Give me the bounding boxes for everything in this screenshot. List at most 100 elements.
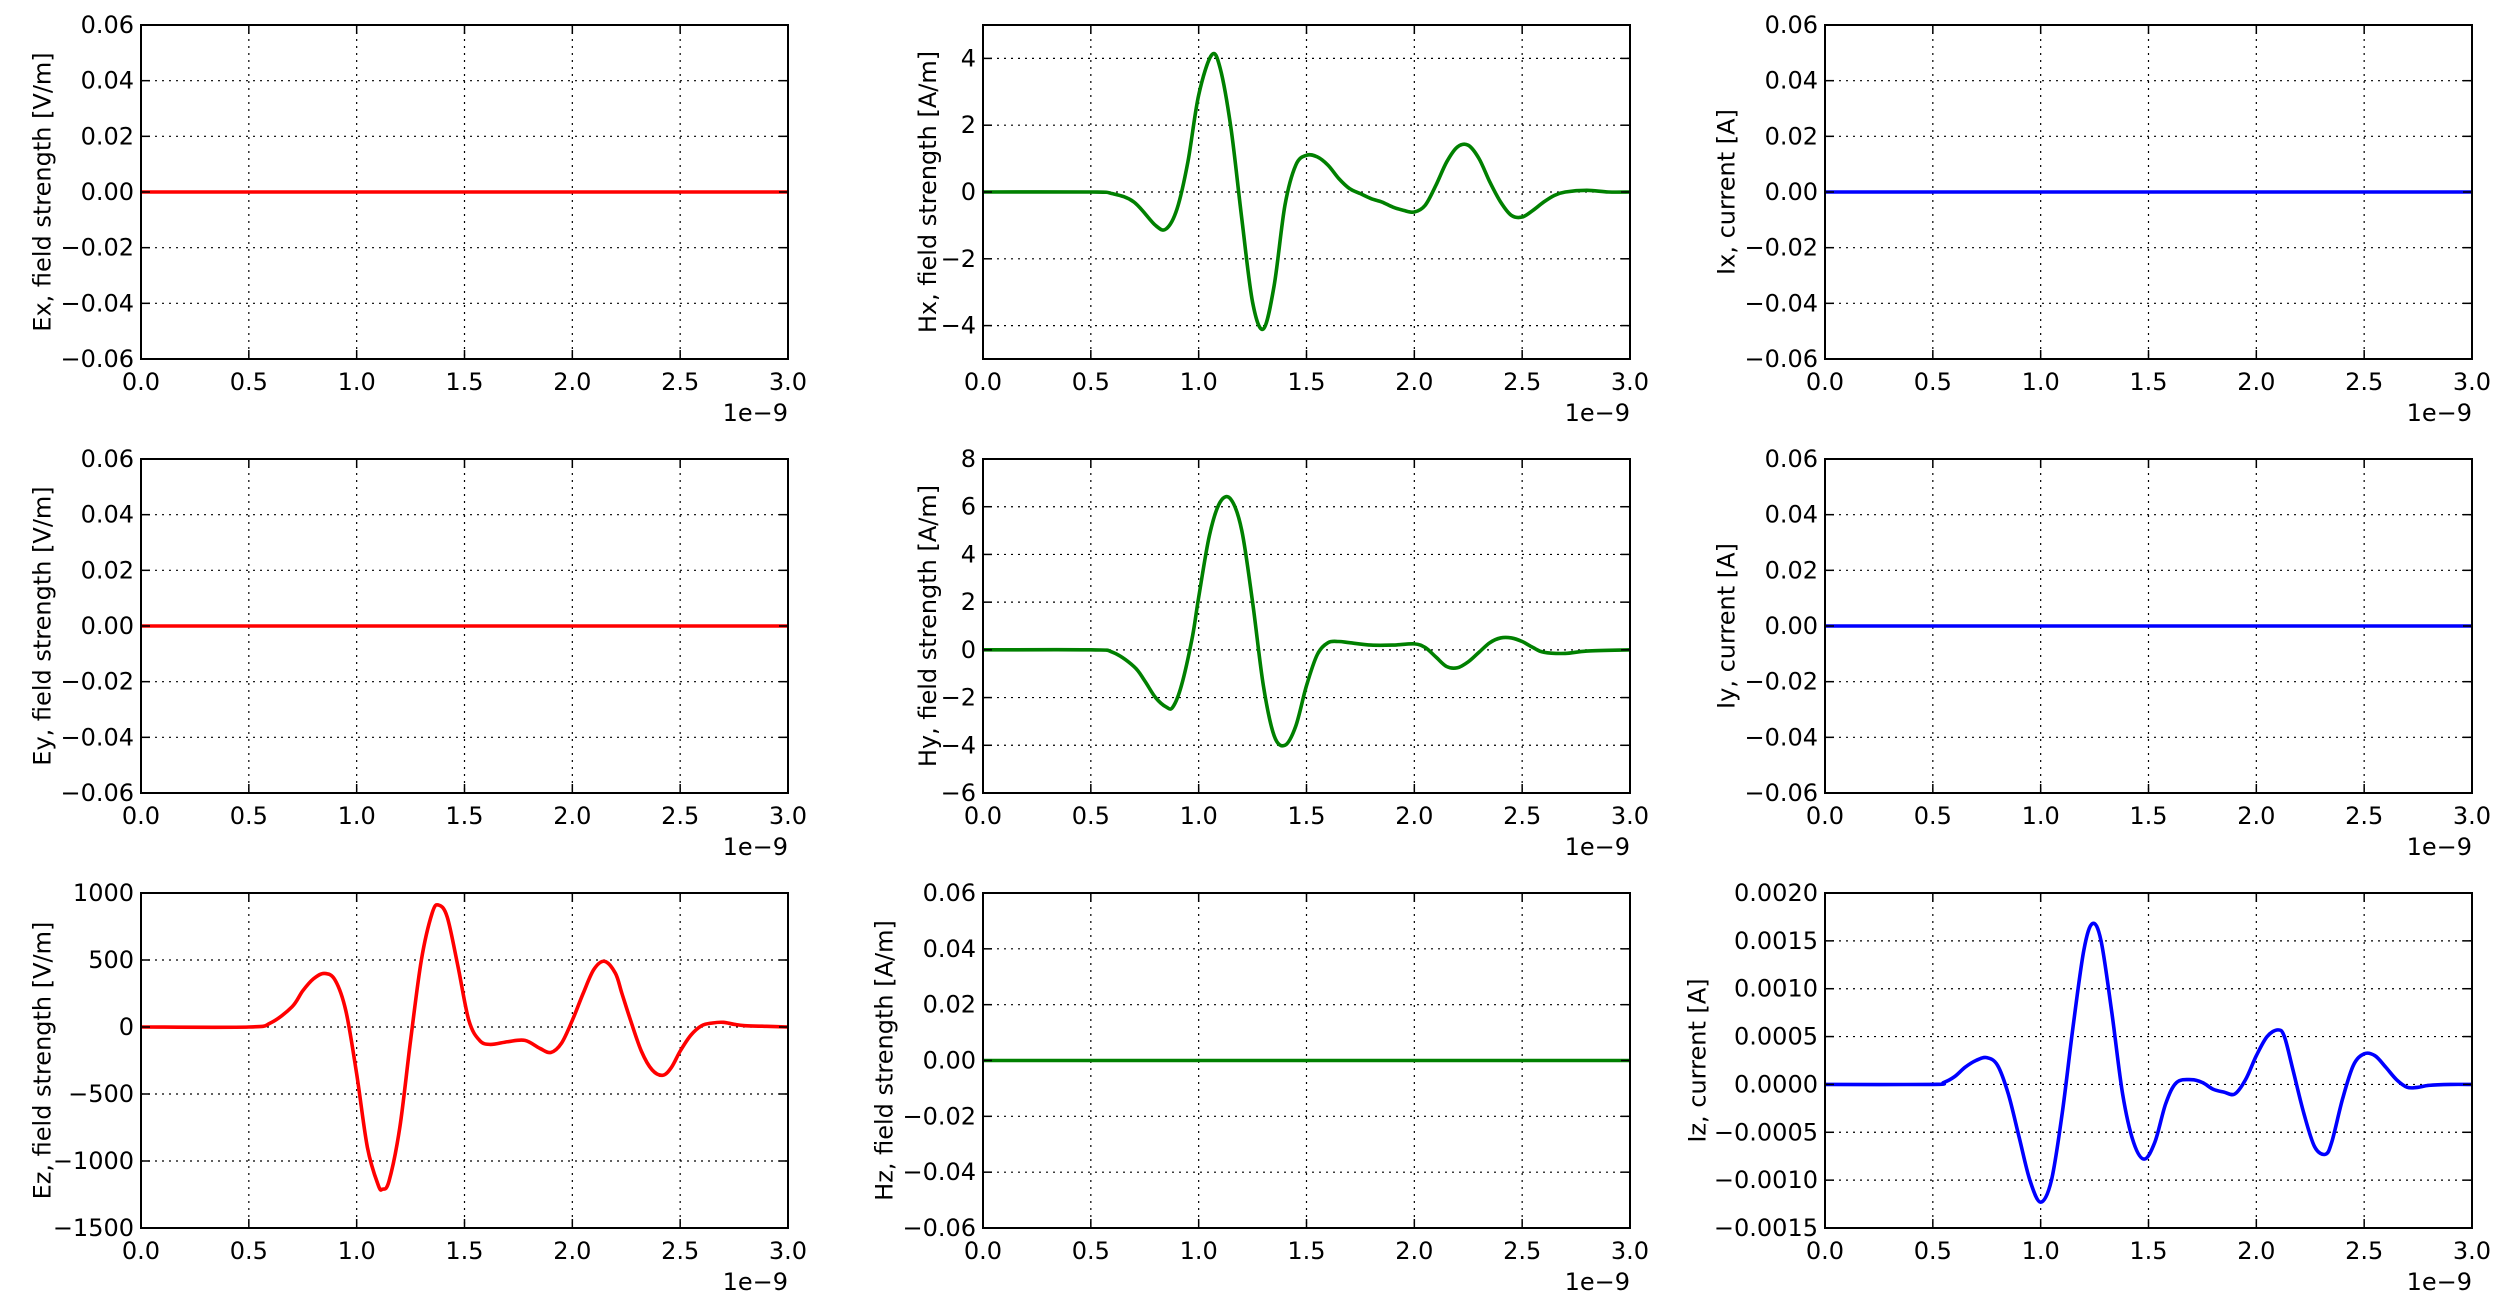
x-offset-label: 1e−9 (723, 833, 788, 861)
y-tick-label: −0.04 (60, 289, 134, 317)
y-tick-label: 0.00 (1765, 178, 1818, 206)
subplot-ez: 0.0 0.5 1.0 1.5 2.0 2.5 3.0 −1500 −1000 −500 0 500 1… (29, 879, 808, 1296)
x-tick-label: 2.0 (553, 368, 591, 396)
y-tick-label: −6 (941, 779, 976, 807)
y-tick-label: −0.04 (1744, 289, 1818, 317)
y-tick-label: 0.02 (1765, 122, 1818, 150)
y-tick-label: −0.02 (60, 234, 134, 262)
y-tick-label: −0.0015 (1714, 1214, 1818, 1242)
subplot-hy: 0.0 0.5 1.0 1.5 2.0 2.5 3.0 −6 −4 −2 0 2 4 6 8 1e−9 Hy, … (914, 445, 1649, 861)
y-tick-label: 8 (961, 445, 976, 473)
x-tick-label: 1.5 (445, 802, 483, 830)
x-tick-label: 0.0 (122, 368, 160, 396)
y-tick-label: −4 (941, 731, 976, 759)
x-tick-label: 3.0 (769, 368, 807, 396)
y-axis-label: Ix, current [A] (1713, 109, 1741, 275)
y-tick-label: −0.0010 (1714, 1166, 1818, 1194)
y-tick-label: −0.06 (902, 1214, 976, 1242)
x-offset-label: 1e−9 (1565, 833, 1630, 861)
x-tick-label: 0.0 (1806, 368, 1844, 396)
y-axis-label: Hz, field strength [A/m] (871, 920, 899, 1201)
x-tick-label: 2.5 (661, 368, 699, 396)
x-tick-label: 0.5 (230, 1237, 268, 1265)
x-tick-label: 3.0 (2453, 1237, 2491, 1265)
y-tick-label: 0.06 (81, 11, 134, 39)
y-tick-label: −1500 (53, 1214, 134, 1242)
x-offset-label: 1e−9 (2407, 1268, 2472, 1296)
y-tick-label: −0.06 (60, 345, 134, 373)
y-tick-label: 0.06 (1765, 445, 1818, 473)
x-offset-label: 1e−9 (1565, 1268, 1630, 1296)
x-tick-label: 1.5 (1287, 802, 1325, 830)
x-tick-label: 0.5 (230, 802, 268, 830)
x-offset-label: 1e−9 (723, 1268, 788, 1296)
x-tick-label: 3.0 (1611, 368, 1649, 396)
y-tick-label: −0.02 (1744, 234, 1818, 262)
y-axis-label: Hy, field strength [A/m] (914, 485, 942, 767)
x-tick-label: 1.5 (1287, 368, 1325, 396)
y-tick-label: −0.04 (60, 723, 134, 751)
y-tick-label: −0.02 (1744, 668, 1818, 696)
y-tick-label: 0.0020 (1734, 879, 1818, 907)
x-tick-label: 2.0 (1395, 1237, 1433, 1265)
x-tick-label: 0.5 (1914, 802, 1952, 830)
x-tick-label: 3.0 (1611, 1237, 1649, 1265)
y-tick-label: 2 (961, 588, 976, 616)
y-tick-label: 0.0010 (1734, 975, 1818, 1003)
y-tick-label: 1000 (73, 879, 134, 907)
x-tick-label: 0.0 (1806, 802, 1844, 830)
x-tick-label: 1.0 (338, 802, 376, 830)
x-tick-label: 2.5 (2345, 368, 2383, 396)
x-tick-label: 0.5 (1072, 368, 1110, 396)
y-axis-label: Iy, current [A] (1713, 543, 1741, 709)
y-tick-label: −2 (941, 684, 976, 712)
y-axis-label: Ez, field strength [V/m] (29, 922, 57, 1200)
y-tick-label: 0 (961, 178, 976, 206)
y-tick-label: 0.06 (1765, 11, 1818, 39)
x-tick-label: 2.0 (553, 1237, 591, 1265)
x-tick-label: 0.0 (964, 802, 1002, 830)
x-tick-label: 0.5 (230, 368, 268, 396)
x-tick-label: 3.0 (769, 802, 807, 830)
y-tick-label: −4 (941, 312, 976, 340)
x-tick-label: 1.0 (1180, 1237, 1218, 1265)
x-tick-label: 2.5 (2345, 802, 2383, 830)
x-tick-label: 3.0 (769, 1237, 807, 1265)
subplot-hx: 0.0 0.5 1.0 1.5 2.0 2.5 3.0 −4 −2 0 2 4 1e−9 Hx, fiel… (914, 24, 1649, 427)
y-tick-label: 0.04 (1765, 67, 1818, 95)
x-tick-label: 1.0 (1180, 368, 1218, 396)
subplot-iy: 0.0 0.5 1.0 1.5 2.0 2.5 3.0 −0.06 −0.04 −0.02 0.00… (1713, 445, 2492, 861)
y-tick-label: −2 (941, 245, 976, 273)
y-tick-label: −0.06 (60, 779, 134, 807)
x-tick-label: 2.0 (553, 802, 591, 830)
y-tick-label: −1000 (53, 1147, 134, 1175)
x-offset-label: 1e−9 (2407, 399, 2472, 427)
x-tick-label: 1.0 (2022, 1237, 2060, 1265)
y-tick-label: −0.06 (1744, 345, 1818, 373)
x-tick-label: 1.0 (1180, 802, 1218, 830)
x-tick-label: 2.0 (2237, 368, 2275, 396)
subplot-ey: 0.0 0.5 1.0 1.5 2.0 2.5 3.0 −0.06 −0.04 −0.02 0.00… (29, 445, 808, 861)
x-tick-label: 2.0 (1395, 368, 1433, 396)
x-tick-label: 1.0 (2022, 368, 2060, 396)
y-tick-label: 0.02 (81, 556, 134, 584)
y-tick-label: −0.04 (902, 1158, 976, 1186)
x-tick-label: 0.0 (1806, 1237, 1844, 1265)
y-tick-label: 0.06 (923, 879, 976, 907)
y-tick-label: 0.02 (1765, 556, 1818, 584)
y-tick-label: 2 (961, 111, 976, 139)
subplot-ex: 0.0 0.5 1.0 1.5 2.0 2.5 3.0 −0.06 −0.04 −0.02 0.00… (29, 11, 808, 427)
x-tick-label: 0.0 (122, 1237, 160, 1265)
y-tick-label: 0.02 (81, 122, 134, 150)
y-tick-label: −0.04 (1744, 723, 1818, 751)
x-tick-label: 0.5 (1914, 1237, 1952, 1265)
y-tick-label: −0.02 (60, 668, 134, 696)
x-tick-label: 2.0 (1395, 802, 1433, 830)
y-tick-label: −0.0005 (1714, 1118, 1818, 1146)
x-tick-label: 2.5 (1503, 368, 1541, 396)
y-axis-label: Iz, current [A] (1684, 978, 1712, 1142)
x-tick-label: 0.5 (1914, 368, 1952, 396)
y-tick-label: 0.0015 (1734, 927, 1818, 955)
y-tick-label: 0.0005 (1734, 1023, 1818, 1051)
x-tick-label: 2.5 (661, 1237, 699, 1265)
